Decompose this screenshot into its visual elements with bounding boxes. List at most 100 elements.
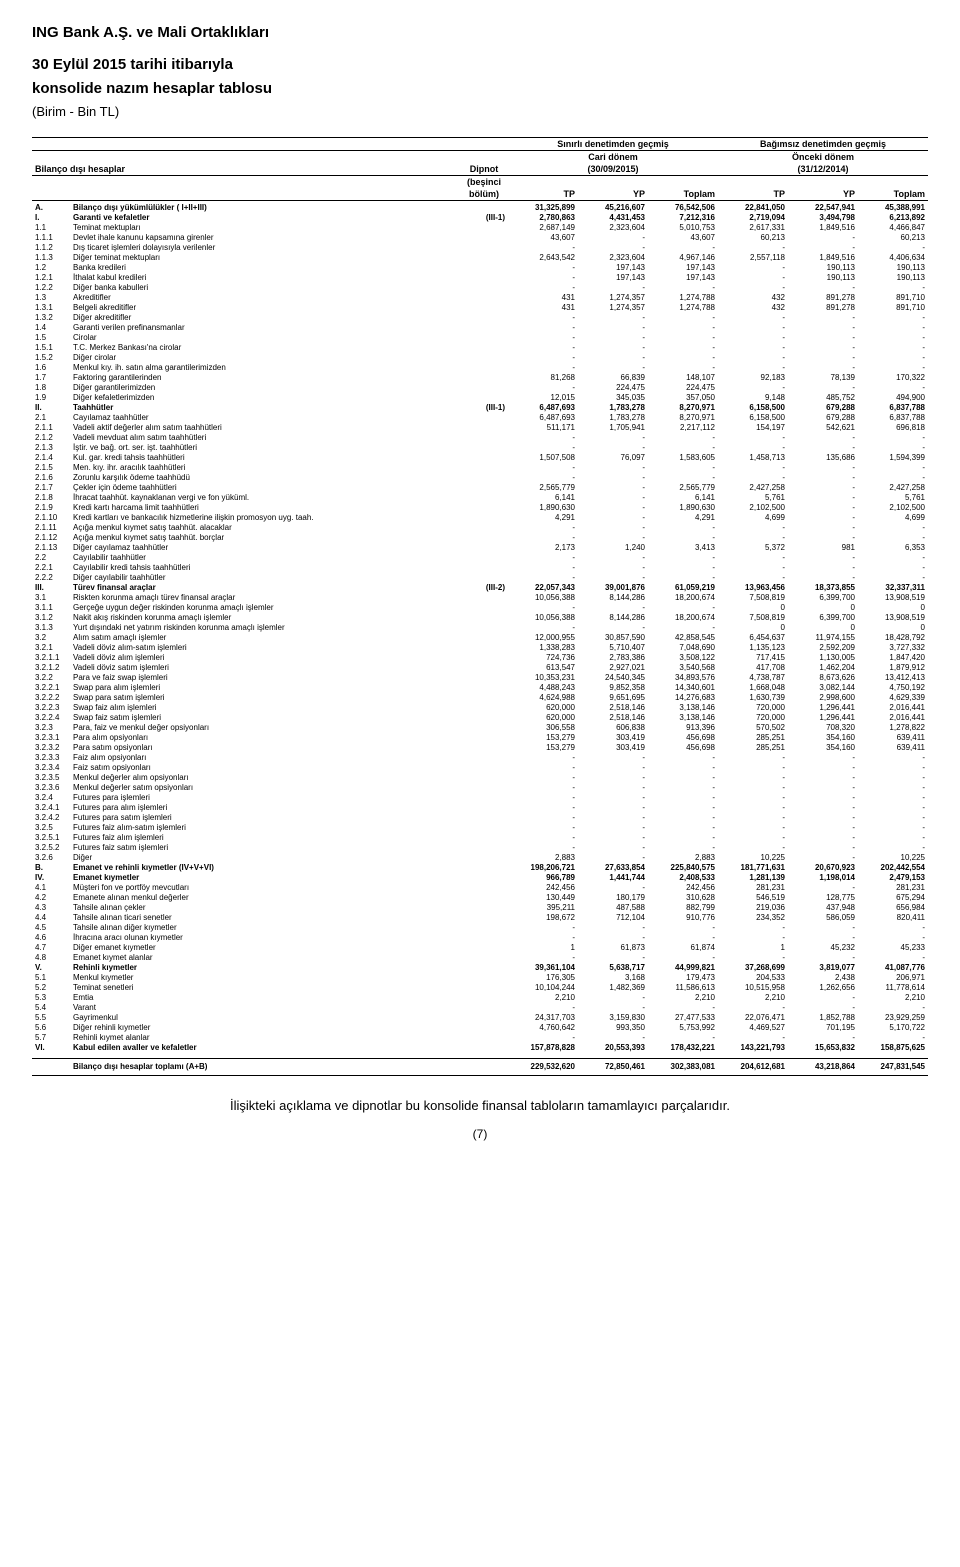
row-code: 1.1.3 [32, 253, 70, 263]
row-dipnot [460, 393, 508, 403]
row-code: 1.2.1 [32, 273, 70, 283]
row-dipnot [460, 1023, 508, 1033]
row-code: 1.6 [32, 363, 70, 373]
row-dipnot: (III-1) [460, 213, 508, 223]
table-row: 3.2.1.1Vadeli döviz alım işlemleri724,73… [32, 653, 928, 663]
row-value: - [578, 443, 648, 453]
row-value: - [718, 283, 788, 293]
row-value: 6,141 [508, 493, 578, 503]
row-label: T.C. Merkez Bankası'na cirolar [70, 343, 460, 353]
row-value: - [788, 523, 858, 533]
row-label: Futures para satım işlemleri [70, 813, 460, 823]
row-code: 2.1.7 [32, 483, 70, 493]
row-label: Menkul değerler alım opsiyonları [70, 773, 460, 783]
row-value: - [648, 523, 718, 533]
row-value: 613,547 [508, 663, 578, 673]
row-value: - [578, 623, 648, 633]
row-value: 542,621 [788, 423, 858, 433]
row-value: 9,651,695 [578, 693, 648, 703]
row-value: - [508, 833, 578, 843]
row-value: - [858, 783, 928, 793]
hdr-tp-2: TP [718, 188, 788, 201]
row-value: - [858, 1033, 928, 1043]
row-code: 5.5 [32, 1013, 70, 1023]
row-label: Faktoring garantilerinden [70, 373, 460, 383]
row-value: 6,158,500 [718, 403, 788, 413]
row-value: - [858, 383, 928, 393]
row-value: 1,198,014 [788, 873, 858, 883]
row-value: 0 [788, 623, 858, 633]
row-value: 22,547,941 [788, 203, 858, 213]
row-value: - [508, 333, 578, 343]
row-code: B. [32, 863, 70, 873]
row-value: - [788, 843, 858, 853]
row-code: 1.4 [32, 323, 70, 333]
row-label: Tahsile alınan çekler [70, 903, 460, 913]
row-value: 37,268,699 [718, 963, 788, 973]
row-value: - [718, 523, 788, 533]
row-value: - [718, 923, 788, 933]
row-value: - [858, 823, 928, 833]
row-value: 1,135,123 [718, 643, 788, 653]
row-label: Açığa menkul kıymet satış taahhüt. alaca… [70, 523, 460, 533]
total-v5: 247,831,545 [858, 1059, 928, 1076]
row-value: - [578, 563, 648, 573]
row-value: 724,736 [508, 653, 578, 663]
row-dipnot [460, 873, 508, 883]
row-code: 2.1.8 [32, 493, 70, 503]
row-value: - [648, 353, 718, 363]
row-value: - [718, 323, 788, 333]
row-value: 45,216,607 [578, 203, 648, 213]
row-dipnot [460, 823, 508, 833]
row-value: - [648, 283, 718, 293]
row-value: - [508, 933, 578, 943]
row-value: 891,278 [788, 303, 858, 313]
row-dipnot [460, 733, 508, 743]
row-value: - [788, 753, 858, 763]
row-dipnot [460, 323, 508, 333]
row-value: 1,296,441 [788, 713, 858, 723]
row-label: Emanete alınan menkul değerler [70, 893, 460, 903]
table-row: 1.5.2Diğer cirolar------ [32, 353, 928, 363]
row-value: 8,144,286 [578, 613, 648, 623]
row-value: - [578, 363, 648, 373]
table-row: 2.1.2Vadeli mevduat alım satım taahhütle… [32, 433, 928, 443]
table-row: 3.2.2.2Swap para satım işlemleri4,624,98… [32, 693, 928, 703]
row-value: - [508, 313, 578, 323]
row-value: 14,276,683 [648, 693, 718, 703]
row-value: 22,057,343 [508, 583, 578, 593]
row-value: 1 [718, 943, 788, 953]
row-value: 4,488,243 [508, 683, 578, 693]
row-code: 2.1 [32, 413, 70, 423]
row-value: - [578, 993, 648, 1003]
row-value: 820,411 [858, 913, 928, 923]
row-code: 4.4 [32, 913, 70, 923]
row-dipnot [460, 563, 508, 573]
row-value: 242,456 [508, 883, 578, 893]
row-dipnot [460, 363, 508, 373]
row-value: - [788, 353, 858, 363]
row-value: - [508, 1033, 578, 1043]
row-code: 4.5 [32, 923, 70, 933]
row-value: 354,160 [788, 743, 858, 753]
row-value: 485,752 [788, 393, 858, 403]
row-label: Garanti ve kefaletler [70, 213, 460, 223]
row-value: 3,540,568 [648, 663, 718, 673]
row-value: - [578, 233, 648, 243]
table-row: 2.1.8İhracat taahhüt. kaynaklanan vergi … [32, 493, 928, 503]
row-label: Devlet ihale kanunu kapsamına girenler [70, 233, 460, 243]
row-label: Rehinli kıymet alanlar [70, 1033, 460, 1043]
row-value: 39,361,104 [508, 963, 578, 973]
row-value: 966,789 [508, 873, 578, 883]
row-value: 1,462,204 [788, 663, 858, 673]
row-value: - [718, 813, 788, 823]
row-label: Yurt dışındaki net yatırım riskinden kor… [70, 623, 460, 633]
table-row: 1.5Cirolar------ [32, 333, 928, 343]
row-value: 4,967,146 [648, 253, 718, 263]
row-value: - [578, 783, 648, 793]
row-value: 197,143 [648, 263, 718, 273]
row-value: 66,839 [578, 373, 648, 383]
row-dipnot [460, 1033, 508, 1043]
row-value: 303,419 [578, 733, 648, 743]
row-value: 2,427,258 [718, 483, 788, 493]
